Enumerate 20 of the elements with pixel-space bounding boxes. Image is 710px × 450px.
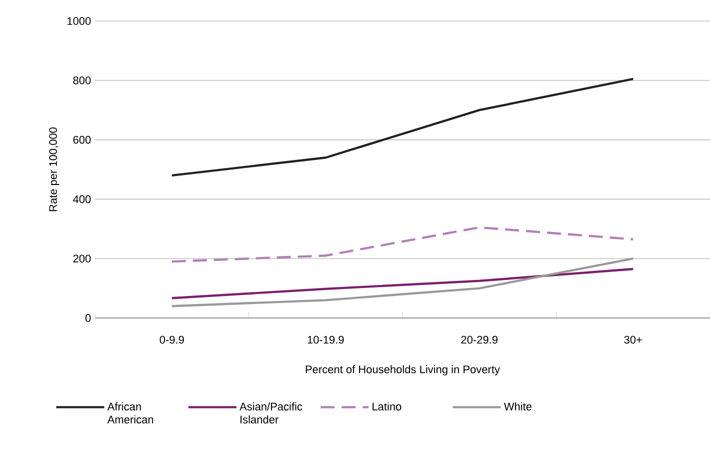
line-series	[170, 226, 634, 263]
line-series	[170, 258, 634, 308]
y-tick-label: 600	[73, 136, 91, 144]
y-tick-label: 200	[73, 254, 91, 262]
legend-label: Latino	[372, 402, 402, 410]
legend-label: African American	[107, 402, 154, 424]
x-tick-label: 30+	[624, 336, 642, 344]
x-tick-label: 20-29.9	[461, 336, 498, 344]
legend-label: Asian/Pacific Islander	[240, 402, 302, 424]
y-tick-label: 400	[73, 195, 91, 204]
legend-label: White	[504, 402, 532, 410]
x-tick-label: 10-19.9	[308, 336, 344, 344]
y-tick-label: 800	[73, 76, 91, 84]
y-tick-label: 0	[85, 314, 91, 322]
x-axis-title: Percent of Households Living in Poverty	[306, 365, 500, 376]
line-series	[170, 268, 634, 300]
line-series	[170, 78, 634, 177]
y-tick-label: 1000	[68, 17, 91, 25]
x-tick-label: 0-9.9	[160, 336, 184, 344]
y-axis-title: Rate per 100,000	[49, 127, 60, 212]
